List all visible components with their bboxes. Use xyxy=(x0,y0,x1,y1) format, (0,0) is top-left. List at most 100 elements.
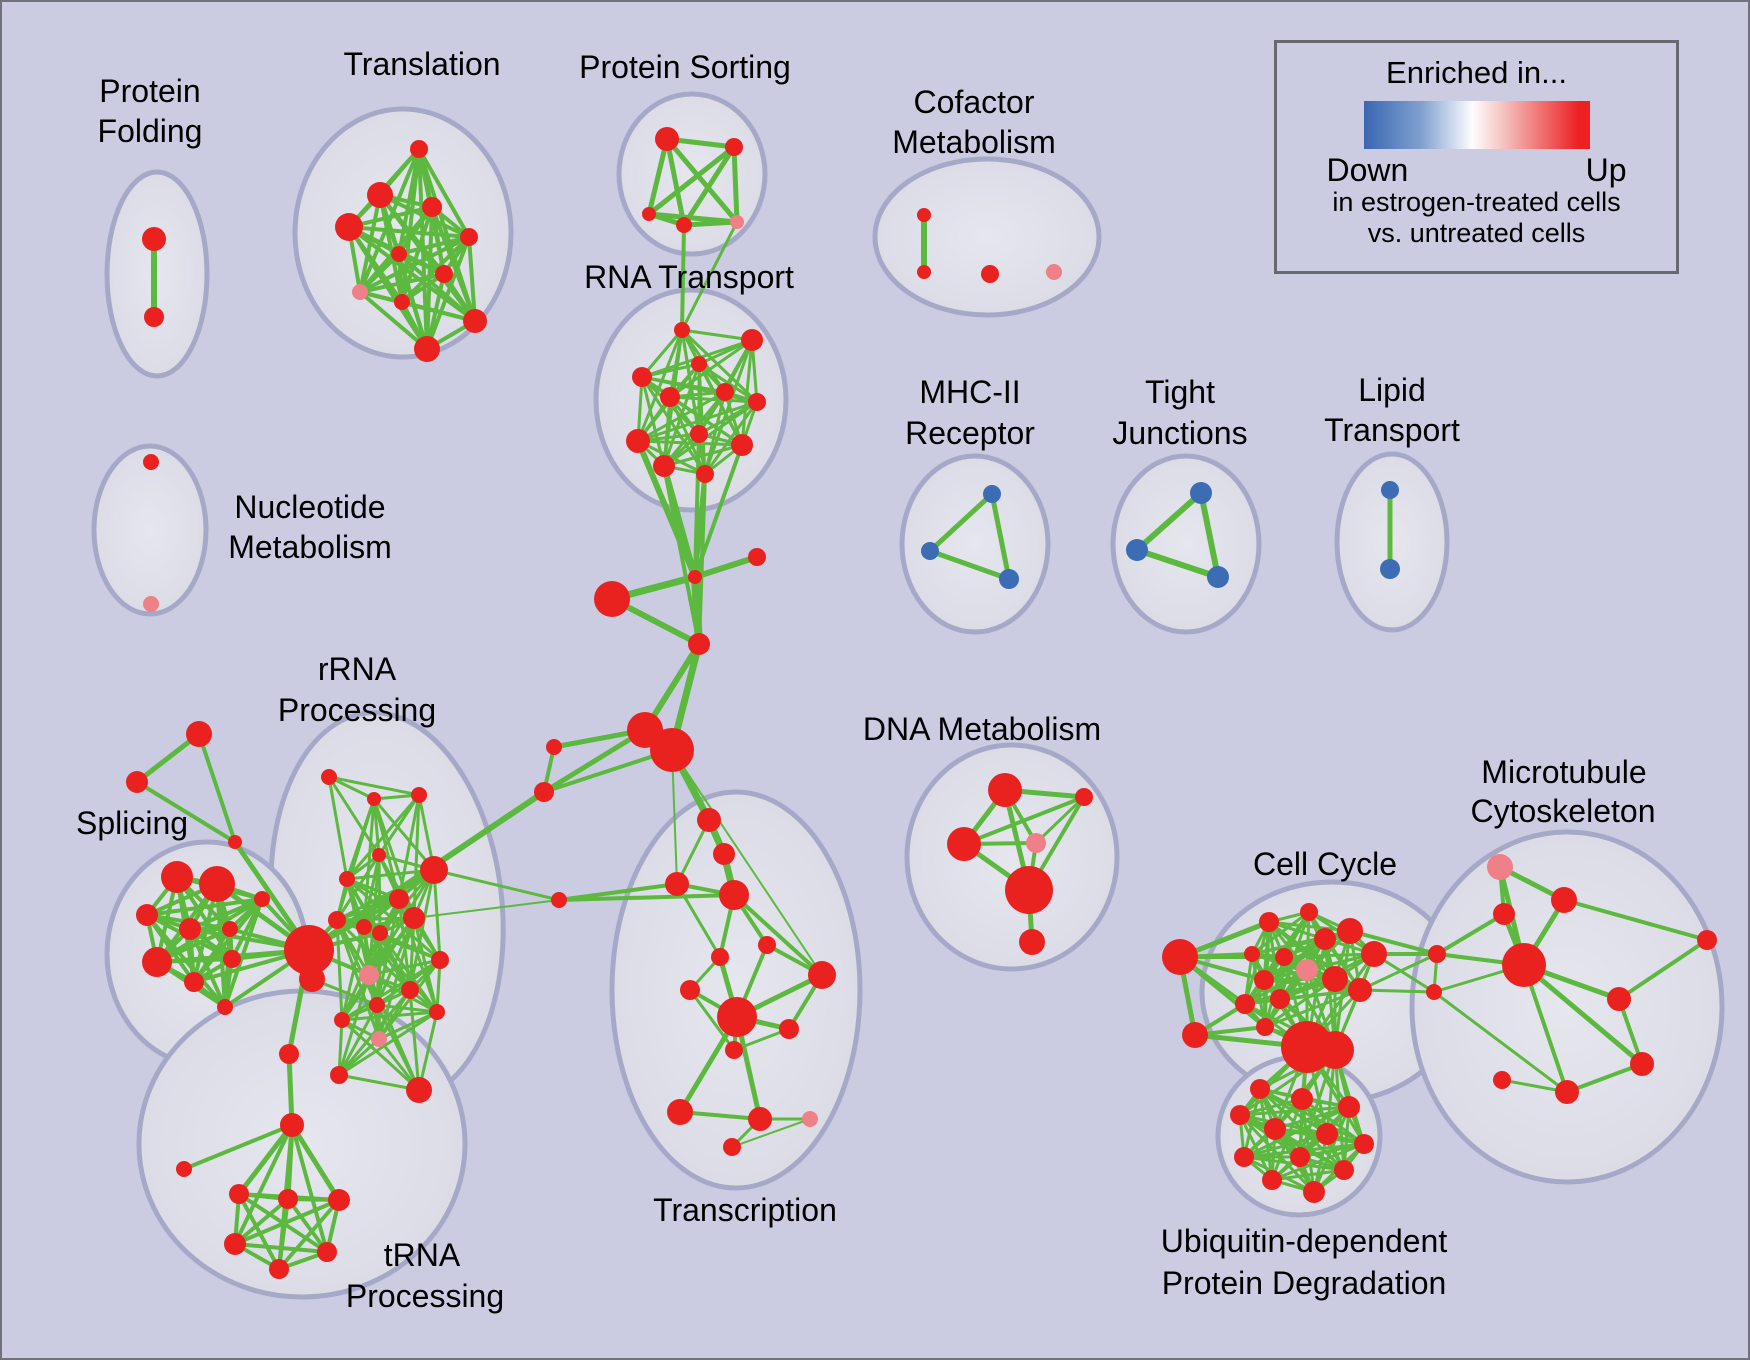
node-j5[interactable] xyxy=(650,728,694,772)
node-r3[interactable] xyxy=(632,367,652,387)
node-tx2[interactable] xyxy=(719,880,749,910)
node-s1[interactable] xyxy=(199,866,235,902)
node-cc3[interactable] xyxy=(1337,918,1363,944)
node-r0[interactable] xyxy=(674,322,690,338)
node-m0[interactable] xyxy=(983,485,1001,503)
node-u10[interactable] xyxy=(1262,1170,1282,1190)
node-d1[interactable] xyxy=(1075,788,1093,806)
node-rr8[interactable] xyxy=(356,919,372,935)
node-s0[interactable] xyxy=(161,861,193,893)
node-cc6[interactable] xyxy=(1275,948,1293,966)
node-tx11[interactable] xyxy=(748,1107,772,1131)
node-s3[interactable] xyxy=(179,918,201,940)
node-j1[interactable] xyxy=(748,548,766,566)
node-mc5[interactable] xyxy=(1697,930,1717,950)
node-rr3[interactable] xyxy=(372,848,386,862)
node-rr17[interactable] xyxy=(371,1031,387,1047)
node-u7[interactable] xyxy=(1234,1147,1254,1167)
node-rr5[interactable] xyxy=(389,889,409,909)
node-tr5[interactable] xyxy=(269,1259,289,1279)
node-rr10[interactable] xyxy=(403,907,425,929)
node-ch0[interactable] xyxy=(279,1044,299,1064)
node-r9[interactable] xyxy=(731,434,753,456)
node-tr3[interactable] xyxy=(224,1233,246,1255)
node-j0[interactable] xyxy=(688,570,702,584)
node-pf1[interactable] xyxy=(144,307,164,327)
node-t6[interactable] xyxy=(435,265,453,283)
node-r1[interactable] xyxy=(741,329,763,351)
node-cc10[interactable] xyxy=(1254,970,1274,990)
node-cc8[interactable] xyxy=(1322,966,1348,992)
node-r2[interactable] xyxy=(691,356,707,372)
node-nm1[interactable] xyxy=(143,596,159,612)
node-lt0[interactable] xyxy=(1381,481,1399,499)
node-mc8[interactable] xyxy=(1493,1071,1511,1089)
node-co0[interactable] xyxy=(917,208,931,222)
node-h1[interactable] xyxy=(299,966,325,992)
node-tx8[interactable] xyxy=(779,1019,799,1039)
node-rr19[interactable] xyxy=(406,1077,432,1103)
node-u9[interactable] xyxy=(1334,1160,1354,1180)
node-r8[interactable] xyxy=(690,425,708,443)
node-s7[interactable] xyxy=(184,972,204,992)
node-cc13[interactable] xyxy=(1256,1018,1274,1036)
node-cc4[interactable] xyxy=(1361,941,1387,967)
node-r4[interactable] xyxy=(660,387,680,407)
node-t7[interactable] xyxy=(352,284,368,300)
node-u8[interactable] xyxy=(1290,1147,1310,1167)
node-t9[interactable] xyxy=(463,309,487,333)
node-r6[interactable] xyxy=(748,393,766,411)
node-u5[interactable] xyxy=(1316,1123,1338,1145)
node-t10[interactable] xyxy=(414,336,440,362)
node-j2[interactable] xyxy=(594,581,630,617)
node-r5[interactable] xyxy=(716,383,734,401)
node-tx1[interactable] xyxy=(665,872,689,896)
node-s9[interactable] xyxy=(217,999,233,1015)
node-tr1[interactable] xyxy=(278,1189,298,1209)
node-mc4[interactable] xyxy=(1607,987,1631,1011)
node-s8[interactable] xyxy=(223,950,241,968)
node-u11[interactable] xyxy=(1303,1181,1325,1203)
node-rr0[interactable] xyxy=(321,769,337,785)
node-mc1[interactable] xyxy=(1551,887,1577,913)
node-mc2[interactable] xyxy=(1493,903,1515,925)
node-rr13[interactable] xyxy=(401,981,419,999)
node-tj2[interactable] xyxy=(1207,566,1229,588)
node-d0[interactable] xyxy=(988,773,1022,807)
node-cc7[interactable] xyxy=(1296,959,1318,981)
node-lt1[interactable] xyxy=(1380,559,1400,579)
node-cc2[interactable] xyxy=(1314,928,1336,950)
node-rr16[interactable] xyxy=(334,1012,350,1028)
node-cc5[interactable] xyxy=(1244,946,1260,962)
node-tx12[interactable] xyxy=(802,1111,818,1127)
node-s6[interactable] xyxy=(142,947,172,977)
node-cc12[interactable] xyxy=(1270,989,1290,1009)
node-m2[interactable] xyxy=(999,569,1019,589)
node-rr4[interactable] xyxy=(339,871,355,887)
node-co3[interactable] xyxy=(1046,264,1062,280)
node-t8[interactable] xyxy=(394,294,410,310)
node-u6[interactable] xyxy=(1354,1134,1374,1154)
node-s2[interactable] xyxy=(136,904,158,926)
node-u4[interactable] xyxy=(1264,1118,1286,1140)
node-tx0[interactable] xyxy=(713,843,735,865)
node-d3[interactable] xyxy=(1026,833,1046,853)
node-tx10[interactable] xyxy=(667,1099,693,1125)
node-x1[interactable] xyxy=(126,771,148,793)
node-cc0[interactable] xyxy=(1259,912,1279,932)
node-nm0[interactable] xyxy=(143,454,159,470)
node-rr18[interactable] xyxy=(330,1066,348,1084)
node-tr2[interactable] xyxy=(328,1189,350,1211)
node-t3[interactable] xyxy=(335,213,363,241)
node-s5[interactable] xyxy=(254,891,270,907)
node-u3[interactable] xyxy=(1230,1105,1250,1125)
node-tr0[interactable] xyxy=(229,1184,249,1204)
node-d2[interactable] xyxy=(947,827,981,861)
node-ps1[interactable] xyxy=(725,138,743,156)
node-mc6[interactable] xyxy=(1630,1052,1654,1076)
node-tx4[interactable] xyxy=(758,936,776,954)
node-j3[interactable] xyxy=(688,633,710,655)
node-t0[interactable] xyxy=(410,140,428,158)
node-mc0[interactable] xyxy=(1487,854,1513,880)
